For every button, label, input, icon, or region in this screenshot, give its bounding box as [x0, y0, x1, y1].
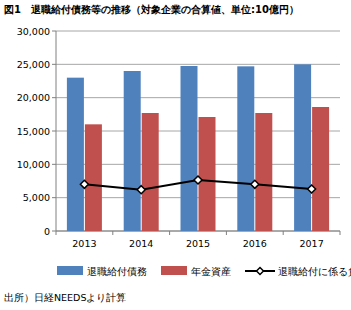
marker	[308, 185, 316, 193]
legend-swatch	[161, 266, 187, 275]
y-tick	[52, 231, 56, 232]
y-tick-label: 20,000	[17, 92, 50, 103]
bar	[255, 113, 272, 231]
chart: 図1 退職給付債務等の推移（対象企業の合算値、単位:10億円） 0 5,000 10,…	[0, 0, 351, 310]
legend-swatch	[57, 266, 83, 275]
x-tick	[169, 231, 170, 235]
x-tick-label: 2013	[72, 238, 96, 249]
plot-area	[67, 64, 329, 231]
grid-line	[56, 31, 340, 32]
x-tick-label: 2017	[300, 238, 324, 249]
y-tick	[52, 31, 56, 32]
bar	[199, 117, 216, 231]
y-tick-label: 15,000	[17, 126, 50, 137]
bar	[237, 66, 254, 231]
x-tick	[56, 231, 57, 235]
legend-marker	[257, 268, 264, 275]
bar	[312, 107, 329, 231]
legend-label: 年金資産	[191, 266, 231, 277]
y-tick	[52, 197, 56, 198]
x-tick-label: 2014	[129, 238, 153, 249]
bar	[294, 64, 311, 231]
legend-label: 退職給付に係る負債	[278, 266, 351, 277]
x-tick	[226, 231, 227, 235]
x-tick	[112, 231, 113, 235]
bar	[85, 124, 102, 231]
y-tick-label: 5,000	[23, 192, 50, 203]
y-tick-label: 30,000	[17, 26, 50, 37]
y-tick-label: 0	[44, 226, 50, 237]
bar	[181, 66, 198, 231]
bar	[142, 113, 159, 231]
bar	[67, 78, 84, 231]
x-tick	[283, 231, 284, 235]
title: 図1 退職給付債務等の推移（対象企業の合算値、単位:10億円）	[4, 4, 299, 15]
x-tick	[340, 231, 341, 235]
y-tick	[52, 97, 56, 98]
source-note: 出所）日経NEEDSより計算	[4, 292, 126, 303]
marker	[137, 186, 145, 194]
marker	[251, 180, 259, 188]
marker	[80, 180, 88, 188]
y-tick	[52, 131, 56, 132]
y-tick-label: 25,000	[17, 59, 50, 70]
x-tick-label: 2015	[186, 238, 210, 249]
y-tick	[52, 164, 56, 165]
marker	[194, 176, 202, 184]
x-tick-label: 2016	[243, 238, 267, 249]
y-axis	[56, 31, 57, 231]
legend-label: 退職給付債務	[87, 266, 147, 277]
bar	[124, 71, 141, 231]
y-tick-label: 10,000	[17, 159, 50, 170]
y-tick	[52, 64, 56, 65]
